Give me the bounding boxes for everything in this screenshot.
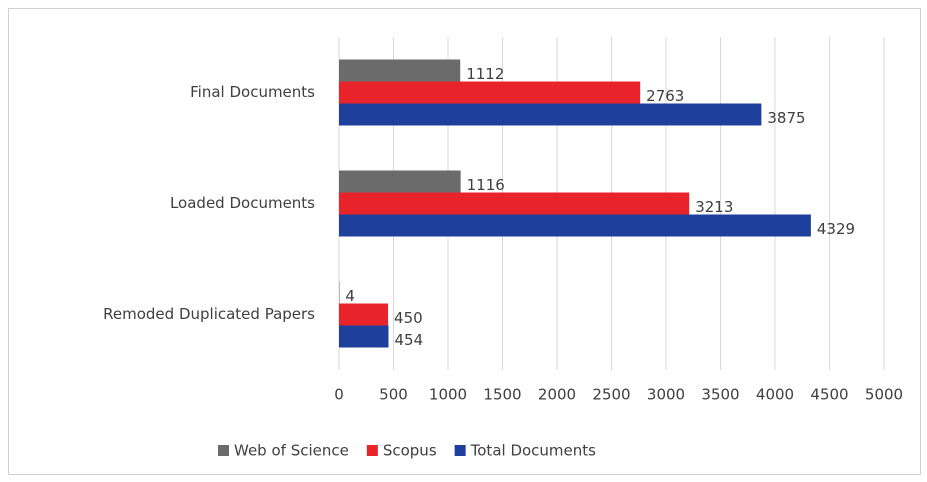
data-label: 3213 <box>695 198 733 216</box>
data-label: 1116 <box>467 176 505 194</box>
data-label: 454 <box>394 331 423 349</box>
bar <box>339 214 811 237</box>
legend-swatch <box>218 445 229 456</box>
x-tick-label: 4000 <box>756 386 794 404</box>
legend-label: Total Documents <box>470 442 597 460</box>
y-tick-label: Loaded Documents <box>170 194 315 212</box>
data-label: 450 <box>394 309 423 327</box>
x-tick-label: 5000 <box>865 386 903 404</box>
x-tick-label: 3000 <box>647 386 685 404</box>
data-label: 3875 <box>767 109 805 127</box>
x-tick-label: 1000 <box>429 386 467 404</box>
bar <box>339 103 762 126</box>
x-tick-label: 500 <box>379 386 408 404</box>
bar <box>339 59 461 82</box>
y-tick-label: Final Documents <box>190 83 315 101</box>
bar <box>339 170 461 193</box>
bar <box>339 81 641 104</box>
legend-label: Scopus <box>383 442 437 460</box>
bar <box>339 192 690 215</box>
x-tick-label: 2500 <box>592 386 630 404</box>
y-tick-label: Remoded Duplicated Papers <box>103 305 315 323</box>
x-tick-label: 2000 <box>538 386 576 404</box>
x-tick-label: 3500 <box>701 386 739 404</box>
legend-swatch <box>366 445 378 456</box>
legend-label: Web of Science <box>234 442 349 460</box>
x-tick-label: 1500 <box>483 386 521 404</box>
data-label: 4 <box>345 287 355 305</box>
x-tick-label: 0 <box>334 386 344 404</box>
bar <box>339 325 389 348</box>
x-tick-label: 4500 <box>810 386 848 404</box>
bar <box>339 303 389 326</box>
data-label: 1112 <box>466 65 504 83</box>
data-label: 4329 <box>817 220 855 238</box>
legend-swatch <box>454 445 466 456</box>
data-label: 2763 <box>646 87 684 105</box>
chart-frame <box>8 8 921 475</box>
